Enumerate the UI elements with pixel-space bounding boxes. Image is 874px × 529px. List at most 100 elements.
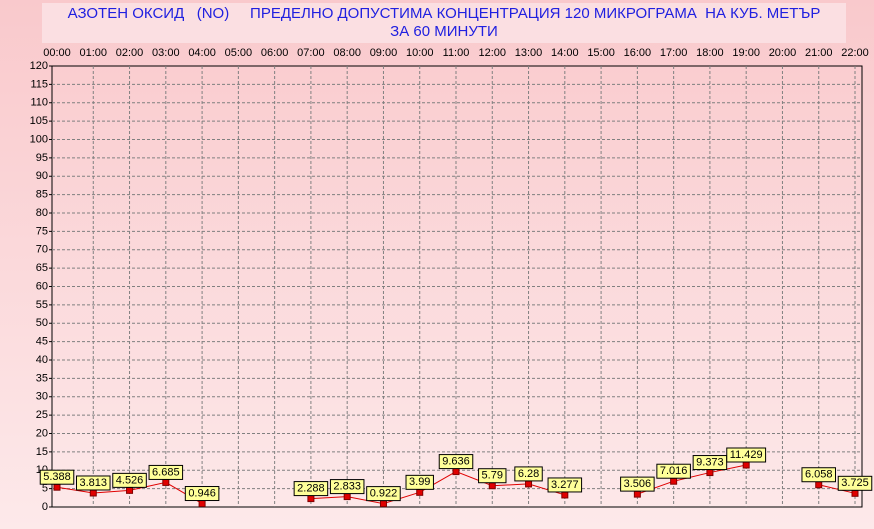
x-tick-label: 19:00 <box>732 47 760 59</box>
x-tick-label: 02:00 <box>116 47 144 59</box>
value-label-box <box>801 467 836 483</box>
data-point <box>416 488 424 496</box>
value-label-box <box>366 486 401 502</box>
data-point <box>126 486 134 494</box>
data-point <box>379 500 387 508</box>
x-tick-label: 22:00 <box>841 47 869 59</box>
x-tick-label: 14:00 <box>551 47 579 59</box>
value-label-box <box>620 476 655 492</box>
y-tick-label: 105 <box>30 115 48 127</box>
x-tick-label: 05:00 <box>225 47 253 59</box>
data-point <box>851 489 859 497</box>
value-label-box <box>329 479 365 495</box>
x-tick-label: 07:00 <box>297 47 325 59</box>
y-tick-label: 50 <box>36 317 48 329</box>
data-point <box>488 482 496 490</box>
chart-title: АЗОТЕН ОКСИД (NO) ПРЕДЕЛНО ДОПУСТИМА КОН… <box>68 5 821 22</box>
data-point <box>89 489 97 497</box>
y-tick-label: 60 <box>36 280 48 292</box>
x-tick-label: 01:00 <box>80 47 108 59</box>
value-label: 3.813 <box>80 477 108 489</box>
value-label: 9.373 <box>696 456 724 468</box>
data-point <box>815 481 823 489</box>
value-label-box <box>112 472 147 488</box>
value-label: 4.526 <box>116 474 144 486</box>
value-label-box <box>405 474 434 490</box>
value-label: 5.79 <box>482 470 503 482</box>
y-tick-label: 110 <box>30 97 48 109</box>
data-point <box>198 500 206 508</box>
y-tick-label: 120 <box>30 60 48 72</box>
data-point <box>706 469 714 477</box>
x-tick-label: 03:00 <box>152 47 180 59</box>
value-label: 3.506 <box>624 478 652 490</box>
y-tick-label: 30 <box>36 391 48 403</box>
value-label-box <box>656 463 691 479</box>
value-label-box <box>293 481 329 497</box>
value-label: 11.429 <box>730 449 763 461</box>
value-label: 6.685 <box>152 466 180 478</box>
value-label-box <box>514 466 543 482</box>
x-tick-label: 21:00 <box>805 47 833 59</box>
y-tick-label: 0 <box>42 501 48 513</box>
y-tick-label: 55 <box>36 299 48 311</box>
y-tick-label: 65 <box>36 262 48 274</box>
value-label: 6.058 <box>805 469 833 481</box>
x-tick-label: 09:00 <box>370 47 398 59</box>
data-point <box>162 478 170 486</box>
value-label: 2.833 <box>333 480 361 492</box>
chart-subtitle: ЗА 60 МИНУТИ <box>390 23 498 40</box>
data-point <box>343 493 351 501</box>
x-tick-label: 04:00 <box>188 47 216 59</box>
x-tick-label: 11:00 <box>443 47 470 59</box>
value-label: 3.725 <box>841 477 869 489</box>
value-label-box <box>76 475 111 491</box>
data-point <box>633 490 641 498</box>
data-point <box>670 477 678 485</box>
value-label-box <box>547 477 583 493</box>
value-label-box <box>837 475 873 491</box>
y-tick-label: 35 <box>36 372 48 384</box>
value-label-box <box>39 469 75 485</box>
y-tick-label: 70 <box>36 244 48 256</box>
x-tick-label: 13:00 <box>515 47 543 59</box>
x-tick-label: 00:00 <box>43 47 71 59</box>
title-box <box>42 3 846 43</box>
data-point <box>561 491 569 499</box>
y-tick-label: 15 <box>36 446 48 458</box>
value-label: 6.28 <box>518 468 539 480</box>
y-tick-label: 100 <box>30 133 48 145</box>
x-tick-label: 20:00 <box>769 47 797 59</box>
x-tick-label: 08:00 <box>333 47 361 59</box>
value-label-box <box>726 447 767 463</box>
value-label: 7.016 <box>660 465 688 477</box>
value-label: 9.636 <box>442 455 470 467</box>
x-tick-label: 15:00 <box>587 47 615 59</box>
value-label-box <box>692 455 728 471</box>
y-tick-label: 20 <box>36 427 48 439</box>
value-label-box <box>478 468 507 484</box>
y-tick-label: 40 <box>36 354 48 366</box>
value-label-box <box>148 464 184 480</box>
data-point <box>452 468 460 476</box>
x-tick-label: 12:00 <box>479 47 507 59</box>
value-label: 0.946 <box>188 487 216 499</box>
data-point <box>525 480 533 488</box>
data-point <box>742 461 750 469</box>
value-label: 2.288 <box>297 482 325 494</box>
y-tick-label: 45 <box>36 336 48 348</box>
y-tick-label: 95 <box>36 152 48 164</box>
value-label-box <box>184 486 220 502</box>
x-tick-label: 18:00 <box>696 47 724 59</box>
value-label: 0.922 <box>370 488 398 500</box>
y-tick-label: 115 <box>30 78 48 90</box>
y-tick-label: 85 <box>36 189 48 201</box>
y-tick-label: 80 <box>36 207 48 219</box>
y-tick-label: 75 <box>36 225 48 237</box>
x-tick-label: 17:00 <box>660 47 688 59</box>
x-tick-label: 06:00 <box>261 47 289 59</box>
value-label: 3.99 <box>409 476 430 488</box>
x-tick-label: 10:00 <box>406 47 434 59</box>
data-point <box>53 483 61 491</box>
